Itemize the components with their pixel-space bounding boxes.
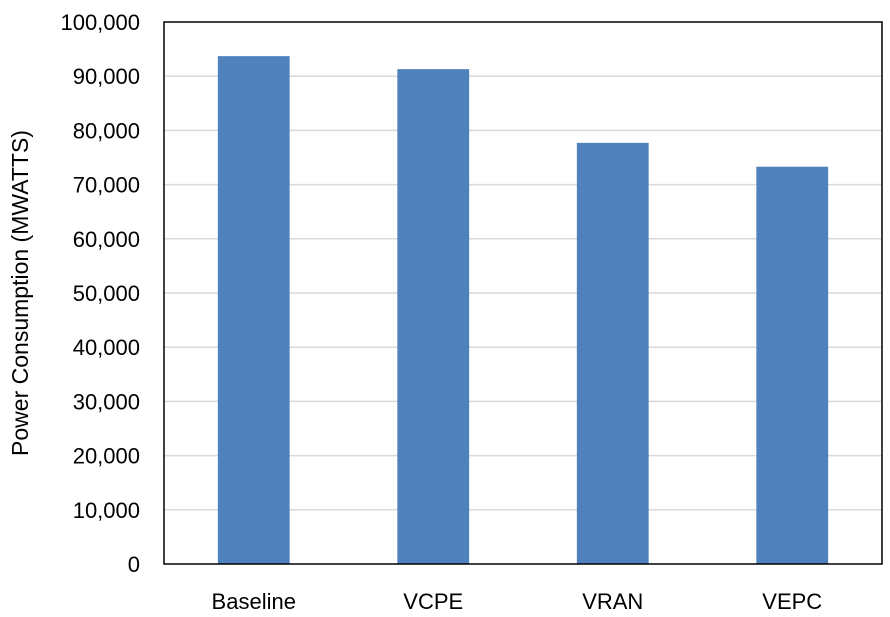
bar-vepc <box>756 166 829 565</box>
x-tick-label-vran: VRAN <box>582 589 643 614</box>
y-tick-label: 50,000 <box>73 281 140 306</box>
x-axis-tick-labels: Baseline VCPE VRAN VEPC <box>212 589 823 614</box>
bars <box>217 56 829 565</box>
y-tick-label: 20,000 <box>73 444 140 469</box>
x-tick-label-vcpe: VCPE <box>403 589 463 614</box>
y-tick-label: 60,000 <box>73 227 140 252</box>
y-tick-label: 100,000 <box>60 10 140 35</box>
y-tick-label: 70,000 <box>73 173 140 198</box>
x-tick-label-baseline: Baseline <box>212 589 296 614</box>
y-tick-label: 30,000 <box>73 389 140 414</box>
plot-area-frame <box>163 21 883 565</box>
y-axis-tick-labels: 0 10,000 20,000 30,000 40,000 50,000 60,000 70,… <box>60 10 140 577</box>
y-tick-label: 10,000 <box>73 498 140 523</box>
bar-baseline <box>217 56 290 565</box>
y-tick-label: 0 <box>128 552 140 577</box>
y-tick-label: 40,000 <box>73 335 140 360</box>
y-tick-label: 80,000 <box>73 118 140 143</box>
y-axis-title: Power Consumption (MWATTS) <box>7 130 33 456</box>
x-tick-label-vepc: VEPC <box>762 589 822 614</box>
bar-vcpe <box>397 69 470 565</box>
y-tick-label: 90,000 <box>73 64 140 89</box>
bar-vran <box>576 142 649 564</box>
